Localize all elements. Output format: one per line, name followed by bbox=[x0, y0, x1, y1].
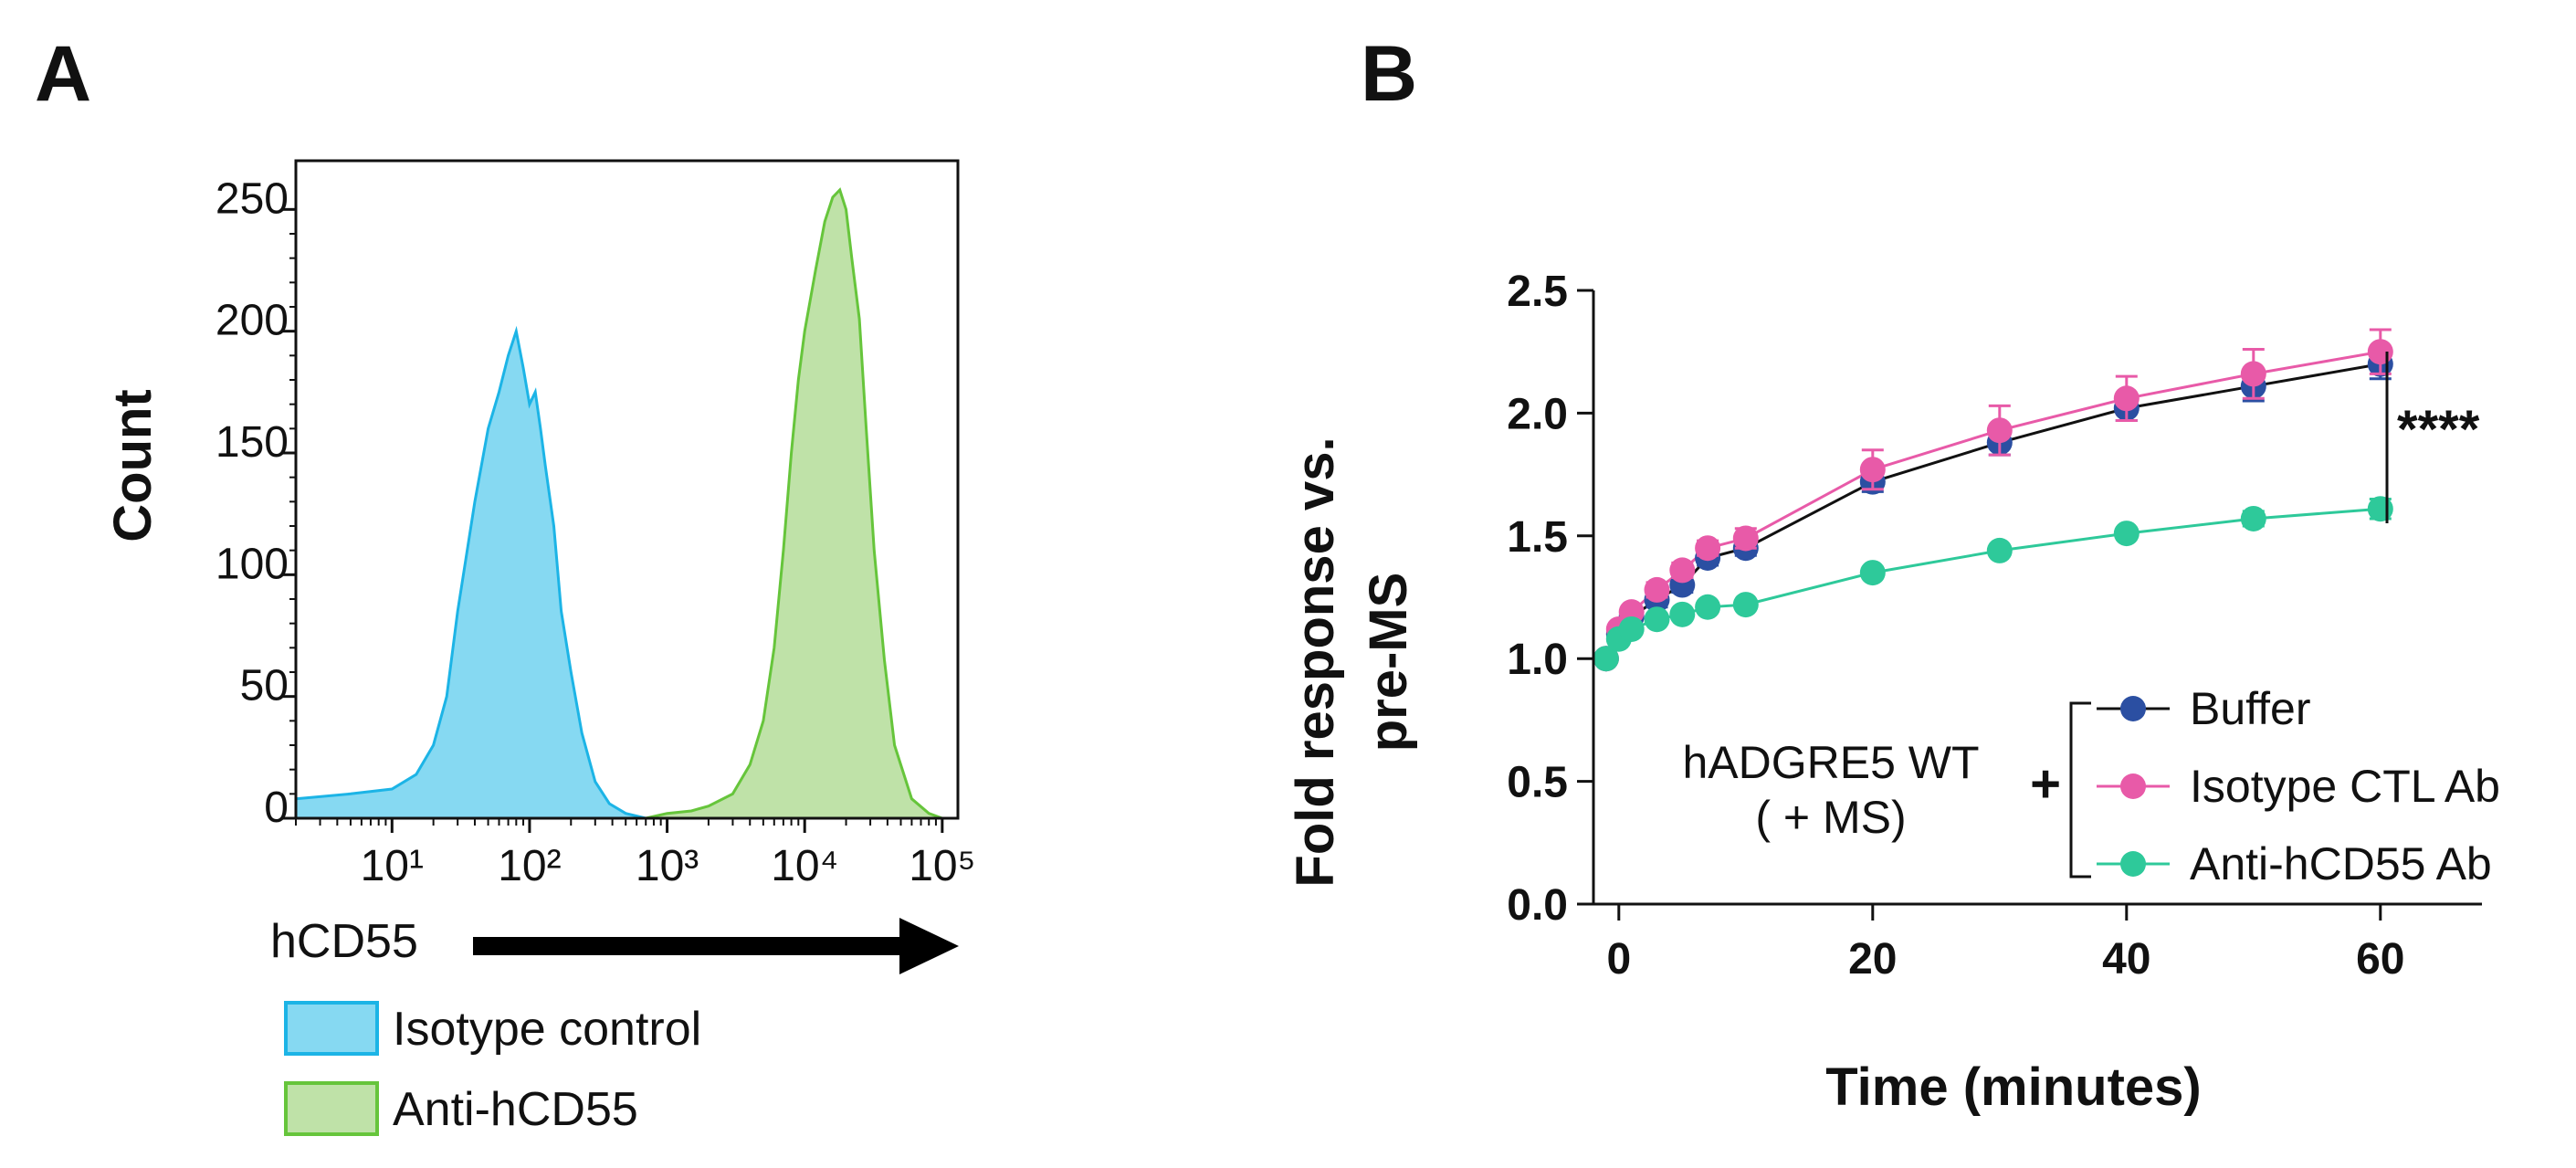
y-tick-label: 100 bbox=[216, 540, 289, 588]
x-tick-label: 0 bbox=[1606, 935, 1631, 984]
x-axis-label: hCD55 bbox=[270, 915, 418, 968]
data-point bbox=[1859, 560, 1886, 586]
legend-swatch-0 bbox=[284, 1001, 379, 1056]
y-tick-label: 0 bbox=[264, 784, 289, 832]
legend-bracket bbox=[2069, 701, 2091, 879]
y-axis-ticks: 0 50 100 150 200 250 bbox=[216, 174, 296, 832]
y-tick-label: 0.0 bbox=[1507, 881, 1568, 930]
data-point bbox=[1859, 457, 1886, 483]
histogram-fill-1 bbox=[646, 190, 942, 818]
legend-label-2: Anti-hCD55 Ab bbox=[2190, 838, 2492, 889]
histogram-outline-1 bbox=[645, 187, 943, 820]
data-point bbox=[1695, 535, 1721, 562]
data-point bbox=[2113, 521, 2140, 547]
legend-group-label-line-2: ( + MS) bbox=[1755, 792, 1906, 843]
data-point bbox=[1618, 616, 1645, 642]
plot-frame bbox=[294, 159, 960, 820]
x-tick-label: 10² bbox=[498, 842, 561, 890]
data-point bbox=[1669, 557, 1696, 584]
panel-label-a: A bbox=[35, 30, 91, 118]
histogram-outline-0 bbox=[295, 325, 647, 820]
data-point bbox=[1669, 601, 1696, 627]
x-tick-label: 40 bbox=[2102, 935, 2150, 984]
significance-label: **** bbox=[2397, 400, 2480, 459]
legend-swatch-1 bbox=[284, 1081, 379, 1136]
y-tick-label: 1.0 bbox=[1507, 636, 1568, 684]
panel-a-histogram: 0 50 100 150 200 250 10¹ 10² 10³ 10⁴ 10⁵ Count hC… bbox=[103, 159, 975, 1136]
data-point bbox=[1644, 606, 1670, 633]
legend: Isotype control Anti-hCD55 bbox=[284, 1001, 701, 1136]
data-point bbox=[1732, 525, 1759, 552]
y-tick-label: 2.5 bbox=[1507, 268, 1568, 316]
data-point bbox=[1732, 592, 1759, 618]
y-tick-label: 150 bbox=[216, 418, 289, 467]
x-tick-label: 10³ bbox=[636, 842, 699, 890]
data-point bbox=[2240, 361, 2266, 387]
data-point bbox=[1644, 576, 1670, 603]
legend-label-1: Anti-hCD55 bbox=[393, 1083, 638, 1136]
x-tick-label: 10¹ bbox=[361, 842, 424, 890]
axes bbox=[1592, 290, 2482, 906]
x-tick-label: 60 bbox=[2356, 935, 2404, 984]
line-series-group bbox=[1593, 328, 2393, 672]
data-point bbox=[1695, 594, 1721, 620]
y-axis-label: Count bbox=[103, 389, 163, 542]
y-axis-label-line-1: Fold response vs. bbox=[1286, 437, 1345, 887]
data-point bbox=[1593, 646, 1619, 672]
x-axis-ticks: 0 20 40 60 bbox=[1606, 904, 2404, 984]
y-tick-label: 250 bbox=[216, 174, 289, 223]
y-tick-label: 50 bbox=[240, 662, 289, 710]
y-tick-label: 0.5 bbox=[1507, 759, 1568, 807]
legend-label-1: Isotype CTL Ab bbox=[2190, 761, 2500, 812]
legend-group-label-line-1: hADGRE5 WT bbox=[1682, 737, 1979, 788]
y-axis-ticks: 0.0 0.5 1.0 1.5 2.0 2.5 bbox=[1507, 268, 1593, 930]
data-point bbox=[2240, 505, 2266, 531]
x-tick-label: 10⁴ bbox=[771, 842, 838, 890]
data-point bbox=[2113, 385, 2140, 412]
x-tick-label: 10⁵ bbox=[909, 842, 975, 890]
series-line-2 bbox=[1604, 507, 2381, 660]
panel-b-line-chart: 0.0 0.5 1.0 1.5 2.0 2.5 0 20 40 60 Fold response… bbox=[1286, 268, 2500, 1117]
histogram-series-group bbox=[295, 187, 943, 820]
y-tick-label: 200 bbox=[216, 297, 289, 345]
arrow-icon bbox=[473, 918, 959, 974]
histogram-fill-0 bbox=[296, 331, 647, 818]
data-point bbox=[1986, 417, 2013, 444]
legend-label-0: Buffer bbox=[2190, 683, 2311, 734]
legend-marker-1 bbox=[2120, 773, 2146, 799]
panel-label-b: B bbox=[1361, 30, 1417, 118]
y-tick-label: 1.5 bbox=[1507, 513, 1568, 562]
data-point bbox=[2367, 496, 2393, 522]
y-axis-label-line-2: pre-MS bbox=[1359, 573, 1418, 752]
legend-group-plus: + bbox=[2030, 754, 2061, 814]
legend-marker-2 bbox=[2120, 851, 2146, 877]
data-point bbox=[2367, 339, 2393, 365]
x-axis-label: Time (minutes) bbox=[1825, 1058, 2201, 1117]
legend-label-0: Isotype control bbox=[393, 1003, 701, 1056]
y-tick-label: 2.0 bbox=[1507, 390, 1568, 438]
x-tick-label: 20 bbox=[1848, 935, 1897, 984]
x-axis-ticks: 10¹ 10² 10³ 10⁴ 10⁵ bbox=[295, 818, 975, 890]
legend-marker-0 bbox=[2120, 696, 2146, 721]
legend: Buffer Isotype CTL Ab Anti-hCD55 Ab bbox=[2097, 683, 2500, 889]
data-point bbox=[1986, 537, 2013, 563]
